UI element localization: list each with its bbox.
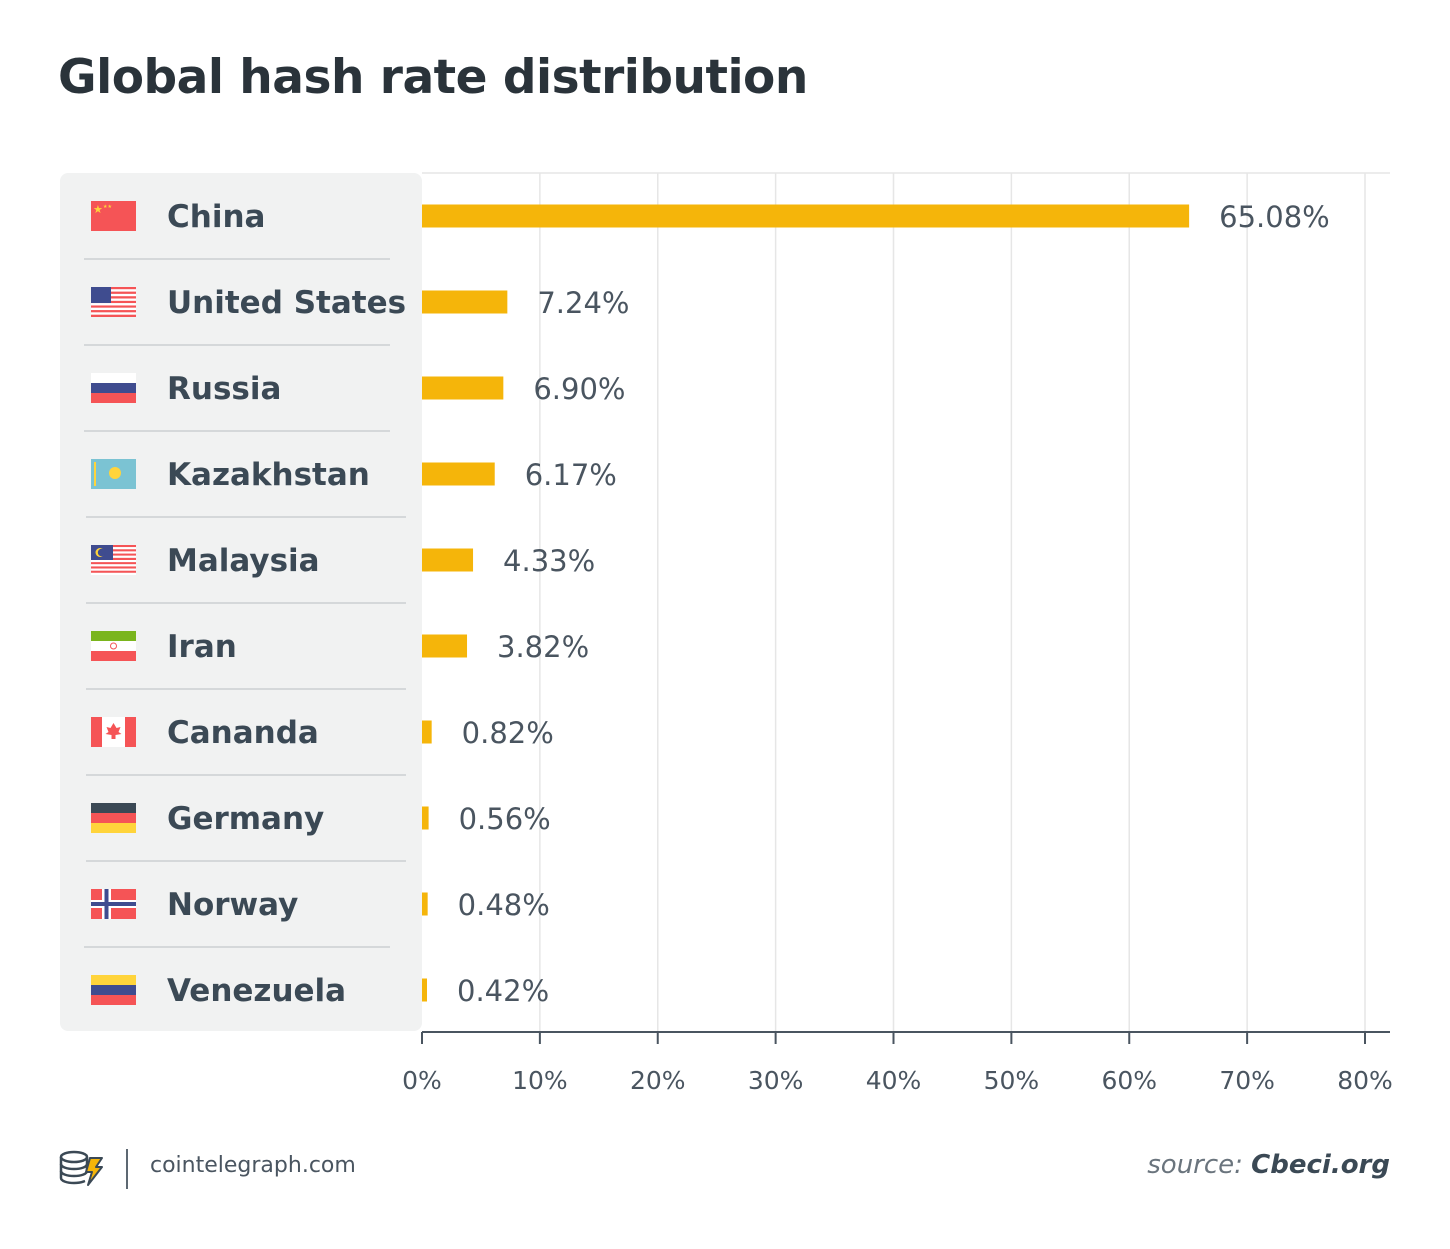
category-label: Germany	[167, 801, 324, 837]
data-label: 0.42%	[457, 974, 549, 1008]
tick-label: 30%	[748, 1066, 804, 1095]
flag-iran-icon	[91, 631, 136, 661]
footer-source: source: Cbeci.org	[1147, 1150, 1390, 1180]
bar	[422, 204, 1190, 228]
bar	[422, 290, 508, 314]
bar	[422, 462, 495, 486]
flag-kazakhstan-icon	[91, 459, 136, 489]
category-label: Cananda	[167, 715, 319, 751]
x-axis-ticks: 0% 10% 20% 30% 40% 50% 60% 70% 80%	[402, 1032, 1393, 1095]
source-prefix: source:	[1147, 1150, 1252, 1180]
svg-text:★★: ★★	[103, 204, 112, 210]
category-row: Venezuela	[91, 973, 346, 1009]
flag-germany-icon	[91, 803, 136, 833]
bar	[422, 806, 429, 830]
flag-malaysia-icon	[91, 545, 136, 575]
flag-norway-icon	[91, 889, 136, 919]
data-label: 0.56%	[459, 802, 551, 836]
tick-label: 50%	[984, 1066, 1040, 1095]
flag-venezuela-icon	[91, 975, 136, 1005]
footer-site: cointelegraph.com	[150, 1153, 356, 1178]
flag-china-icon: ★ ★★	[91, 201, 136, 231]
tick-label: 20%	[630, 1066, 686, 1095]
bar	[422, 634, 468, 658]
data-label: 7.24%	[537, 286, 629, 320]
svg-text:★: ★	[93, 203, 103, 216]
data-label: 0.48%	[458, 888, 550, 922]
gridlines	[422, 172, 1390, 1032]
category-row: Cananda	[86, 715, 406, 776]
tick-label: 70%	[1219, 1066, 1275, 1095]
category-row: Russia	[84, 371, 390, 432]
tick-label: 60%	[1101, 1066, 1157, 1095]
bars: 65.08% 7.24% 6.90% 6.17% 4.33% 3.82% 0.82% 0.56…	[422, 200, 1330, 1008]
bar	[422, 376, 504, 400]
category-row: Malaysia	[86, 543, 406, 604]
category-label: United States	[167, 285, 406, 321]
category-label: Kazakhstan	[167, 457, 370, 493]
bar	[422, 892, 428, 916]
category-row: Norway	[84, 887, 390, 948]
tick-label: 10%	[512, 1066, 568, 1095]
tick-label: 80%	[1337, 1066, 1393, 1095]
tick-label: 40%	[866, 1066, 922, 1095]
flag-usa-icon	[91, 287, 136, 317]
tick-label: 0%	[402, 1066, 442, 1095]
data-label: 65.08%	[1219, 200, 1330, 234]
flag-russia-icon	[91, 373, 136, 403]
bar	[422, 720, 432, 744]
category-label: Iran	[167, 629, 237, 665]
data-label: 6.90%	[533, 372, 625, 406]
category-label: Russia	[167, 371, 281, 407]
bar	[422, 978, 427, 1002]
flag-canada-icon	[91, 717, 136, 747]
data-label: 6.17%	[525, 458, 617, 492]
category-row: Kazakhstan	[86, 457, 406, 518]
category-row: ★ ★★ China	[84, 199, 390, 260]
bar	[422, 548, 474, 572]
category-label: Norway	[167, 887, 298, 923]
source-name: Cbeci.org	[1251, 1150, 1390, 1180]
category-rows: ★ ★★ China United States Russia Kazakhstan Mal…	[84, 199, 406, 1009]
data-label: 4.33%	[503, 544, 595, 578]
chart-title: Global hash rate distribution	[58, 50, 808, 105]
category-row: United States	[84, 285, 406, 346]
category-label: Malaysia	[167, 543, 320, 579]
data-label: 3.82%	[497, 630, 589, 664]
category-row: Iran	[86, 629, 406, 690]
data-label: 0.82%	[462, 716, 554, 750]
category-label: China	[167, 199, 265, 235]
category-row: Germany	[86, 801, 406, 862]
cointelegraph-logo-icon	[59, 1150, 103, 1186]
category-label: Venezuela	[167, 973, 346, 1009]
footer-divider	[126, 1149, 128, 1189]
